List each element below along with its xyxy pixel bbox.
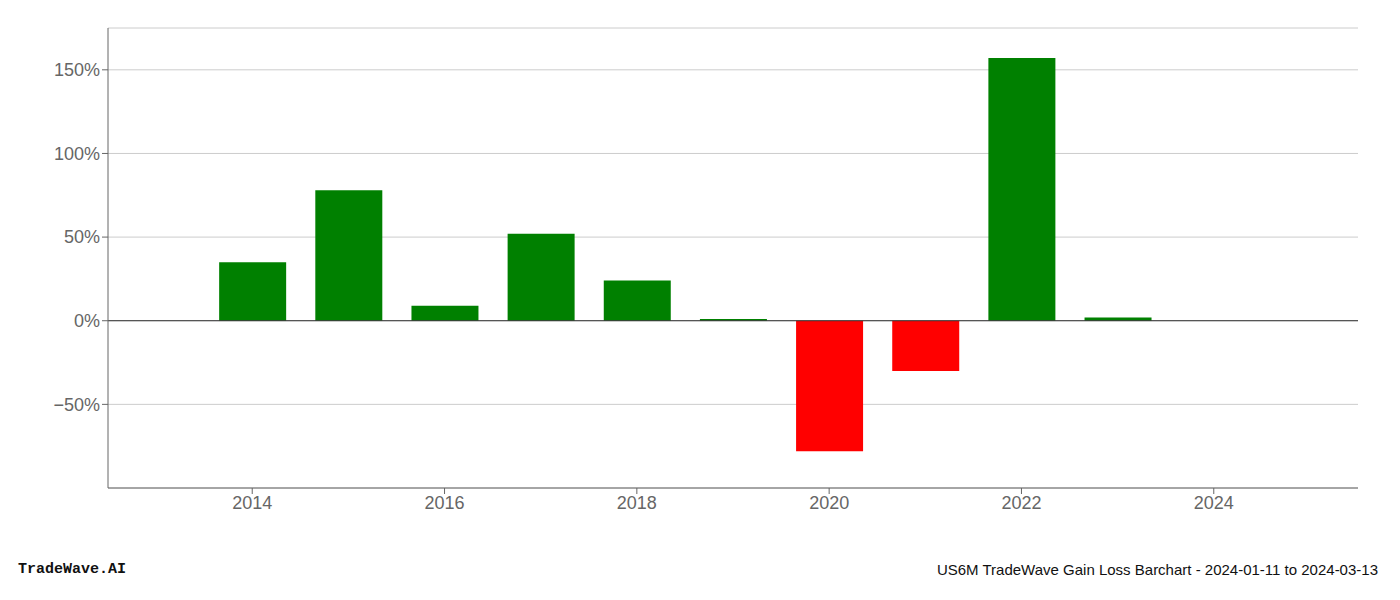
svg-text:100%: 100%: [54, 144, 100, 164]
svg-text:2018: 2018: [617, 493, 657, 513]
svg-text:50%: 50%: [64, 227, 100, 247]
svg-text:150%: 150%: [54, 60, 100, 80]
svg-text:0%: 0%: [74, 311, 100, 331]
html-text:US6M TradeWave Gain Loss Barch: US6M TradeWave Gain Loss Barchart - 2024…: [936, 561, 1378, 578]
svg-text:2016: 2016: [425, 493, 465, 513]
svg-text:2022: 2022: [1001, 493, 1041, 513]
svg-text:2024: 2024: [1194, 493, 1234, 513]
svg-text:2020: 2020: [809, 493, 849, 513]
html-text:TradeWave.AI: TradeWave.AI: [18, 561, 126, 578]
svg-text:2014: 2014: [232, 493, 272, 513]
svg-text:−50%: −50%: [53, 395, 100, 415]
